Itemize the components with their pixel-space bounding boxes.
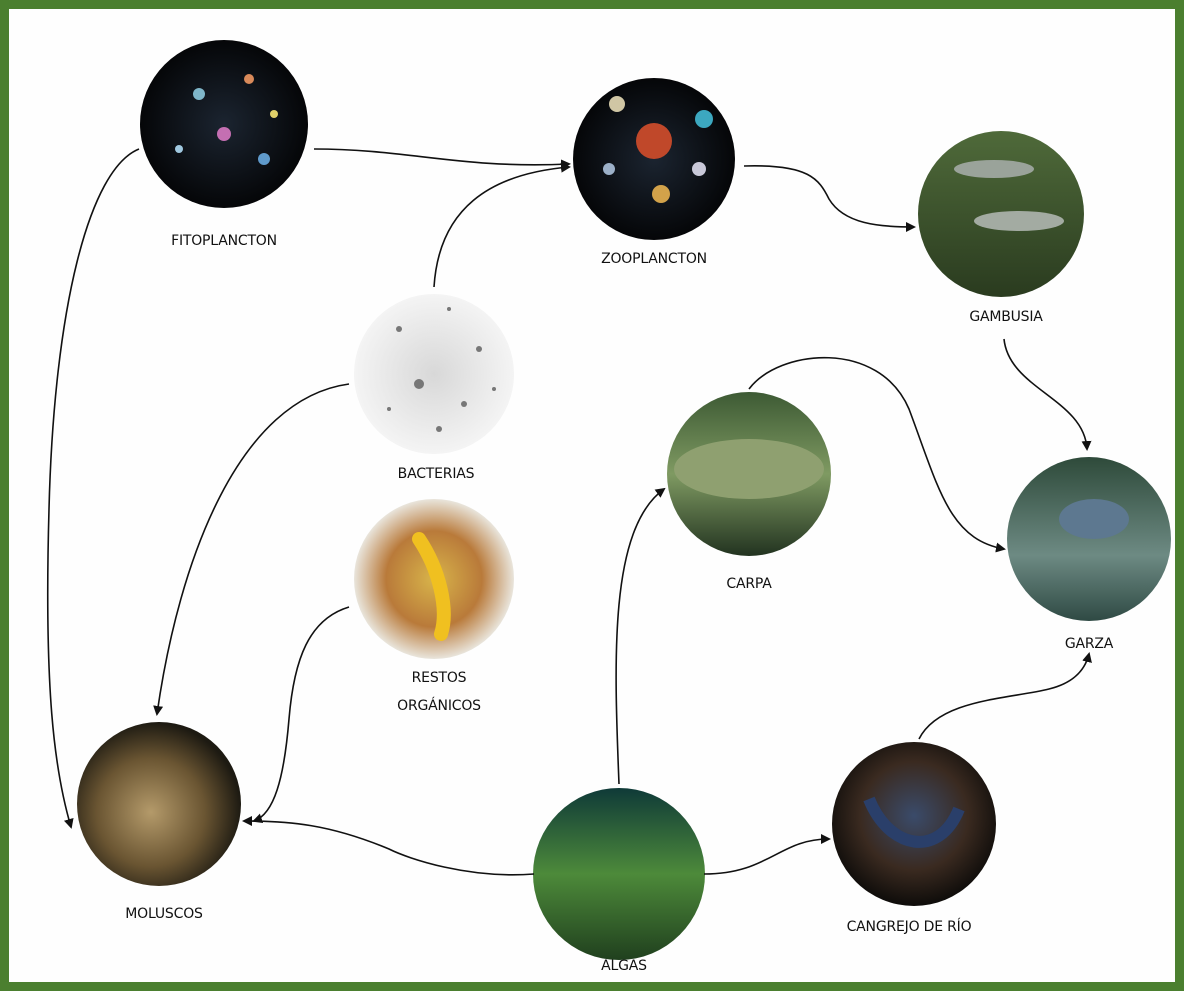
node-image bbox=[1007, 457, 1171, 621]
node-label: CANGREJO DE RÍO bbox=[847, 913, 972, 941]
node-label: GARZA bbox=[1065, 630, 1113, 658]
node-label: GAMBUSIA bbox=[969, 303, 1042, 331]
fish-shape bbox=[954, 160, 1034, 178]
node-label: RESTOS ORGÁNICOS bbox=[384, 664, 494, 720]
node-label: ALGAS bbox=[601, 952, 647, 980]
fish-shape bbox=[974, 211, 1064, 231]
node-image bbox=[77, 722, 241, 886]
node-image bbox=[140, 40, 308, 208]
carp-shape bbox=[674, 439, 824, 499]
node-label: BACTERIAS bbox=[398, 460, 475, 488]
node-label: CARPA bbox=[726, 570, 771, 598]
food-web bbox=[9, 9, 1184, 1000]
node-image bbox=[354, 294, 514, 454]
node-image bbox=[533, 788, 705, 960]
node-label: MOLUSCOS bbox=[125, 900, 202, 928]
heron-shape bbox=[1059, 499, 1129, 539]
node-image bbox=[832, 742, 996, 906]
diagram-frame: FITOPLANCTON ZOOPLANCTON GAMBUSIA BACTER… bbox=[0, 0, 1184, 991]
node-label: ZOOPLANCTON bbox=[601, 245, 707, 273]
node-label: FITOPLANCTON bbox=[171, 227, 277, 255]
